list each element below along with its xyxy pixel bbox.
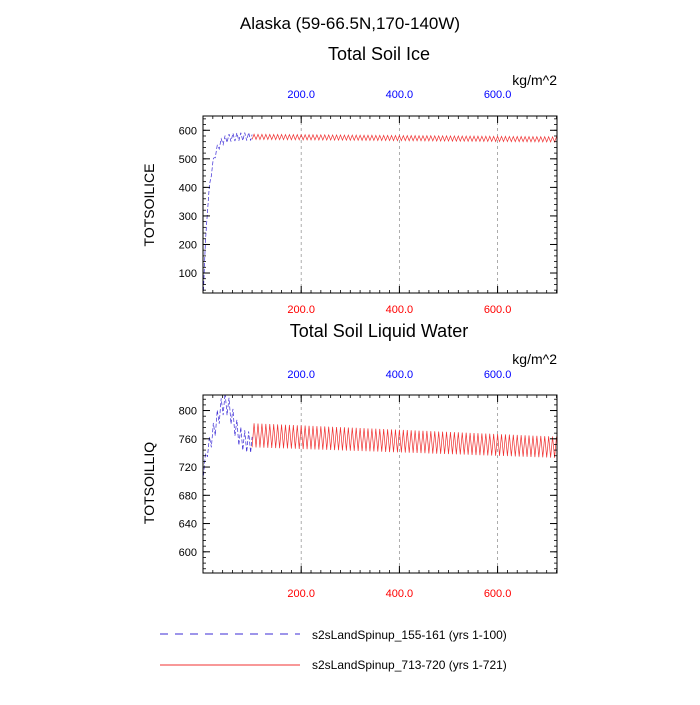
panel-title: Total Soil Liquid Water: [290, 321, 468, 341]
y-tick-label: 400: [179, 182, 197, 194]
x-tick-label-top: 200.0: [287, 89, 315, 101]
y-tick-label: 640: [179, 519, 197, 531]
y-tick-label: 600: [179, 125, 197, 137]
plot-frame: [202, 394, 558, 574]
y-tick-label: 760: [179, 434, 197, 446]
x-tick-label-bottom: 200.0: [287, 588, 315, 600]
x-tick-label-top: 600.0: [484, 369, 512, 381]
x-tick-label-bottom: 400.0: [386, 588, 414, 600]
y-tick-label: 600: [179, 547, 197, 559]
x-tick-label-top: 200.0: [287, 369, 315, 381]
y-tick-label: 500: [179, 154, 197, 166]
x-tick-label-bottom: 400.0: [386, 304, 414, 316]
y-tick-label: 680: [179, 490, 197, 502]
x-tick-label-top: 600.0: [484, 89, 512, 101]
x-tick-label-bottom: 600.0: [484, 588, 512, 600]
legend-label: s2sLandSpinup_155-161 (yrs 1-100): [312, 628, 507, 642]
series-line-1: [203, 395, 253, 476]
x-tick-label-top: 400.0: [386, 89, 414, 101]
y-tick-label: 200: [179, 239, 197, 251]
y-tick-label: 300: [179, 211, 197, 223]
y-tick-label: 800: [179, 406, 197, 418]
y-tick-label: 720: [179, 462, 197, 474]
y-axis-label: TOTSOILLIQ: [141, 442, 157, 524]
plot-area: 100 200 300 400 500 600 200.0 200.0 400.0 400.0 60…: [179, 89, 558, 316]
legend-label: s2sLandSpinup_713-720 (yrs 1-721): [312, 658, 507, 672]
panel-total-soil-liquid-water: Total Soil Liquid Water kg/m^2 TOTSOILLI…: [141, 321, 558, 600]
units-label: kg/m^2: [512, 72, 557, 88]
x-tick-label-top: 400.0: [386, 369, 414, 381]
series-line-1: [203, 132, 253, 291]
panel-total-soil-ice: Total Soil Ice kg/m^2 TOTSOILICE 100 200 3…: [141, 44, 558, 316]
x-tick-label-bottom: 600.0: [484, 304, 512, 316]
units-label: kg/m^2: [512, 351, 557, 367]
y-axis-label: TOTSOILICE: [141, 164, 157, 247]
series-line-2: [251, 133, 557, 143]
y-tick-label: 100: [179, 268, 197, 280]
x-tick-label-bottom: 200.0: [287, 304, 315, 316]
plot-area: 600 640 680 720 760 800 200.0 200.0 400.0 400.0 60…: [179, 369, 558, 600]
series-line-2: [251, 423, 557, 458]
plot-frame: [202, 115, 558, 294]
page-title: Alaska (59-66.5N,170-140W): [240, 14, 460, 33]
legend: s2sLandSpinup_155-161 (yrs 1-100) s2sLan…: [160, 628, 507, 672]
panel-title: Total Soil Ice: [328, 44, 430, 64]
